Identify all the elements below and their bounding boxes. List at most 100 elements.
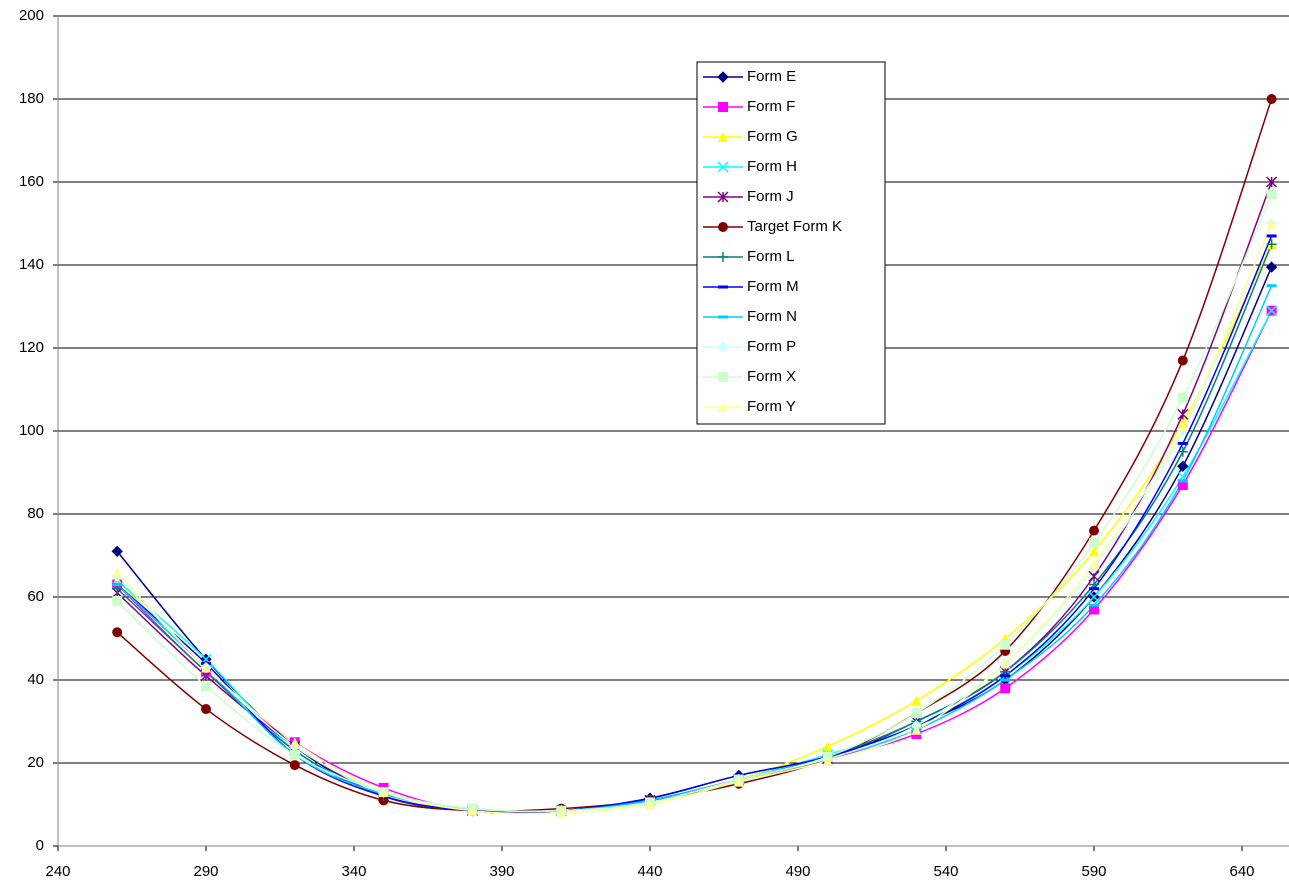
marker [718,402,728,412]
marker [911,724,922,735]
marker [645,799,655,810]
marker [1089,525,1099,536]
marker [718,285,728,289]
marker [718,315,728,319]
marker [1177,355,1188,366]
series-line [116,223,1273,813]
legend-label: Form M [747,278,799,295]
marker [1089,603,1099,607]
marker [718,132,728,142]
series-line [116,223,1273,815]
marker [1177,479,1188,490]
legend-label: Form F [747,98,795,115]
marker [717,341,729,353]
marker [1177,421,1188,432]
marker [556,807,567,818]
marker [1089,546,1099,557]
marker [718,102,728,112]
y-tick-label: 180 [19,90,44,107]
y-tick-label: 20 [27,754,44,771]
marker [717,191,729,203]
marker [822,755,833,766]
marker [112,627,123,638]
x-tick-label: 590 [1081,863,1106,880]
legend-label: Form P [747,338,796,355]
marker [1266,189,1277,200]
marker [112,583,123,587]
marker [1089,558,1099,569]
marker [822,741,833,752]
legend-label: Form Y [747,398,796,415]
legend-label: Form H [747,158,797,175]
marker [1000,683,1011,694]
marker [1089,604,1099,615]
legend-label: Form N [747,308,797,325]
marker [718,222,728,232]
x-tick-label: 540 [933,863,958,880]
marker [1177,479,1188,483]
y-tick-label: 200 [19,7,44,24]
marker [1000,658,1011,669]
marker [1089,538,1099,549]
marker [1177,392,1188,403]
marker [112,567,123,578]
marker [1266,218,1277,229]
marker [289,737,300,748]
marker [1177,460,1189,472]
x-tick-label: 290 [193,863,218,880]
marker [733,776,744,787]
series-line [116,243,1273,814]
marker [1177,441,1188,445]
legend-box [696,61,886,425]
marker [111,545,123,558]
marker [1177,408,1189,420]
marker [718,252,728,262]
marker [717,71,729,83]
marker [201,662,211,673]
y-tick-label: 140 [19,256,44,273]
marker [289,749,300,760]
series-line [116,98,1273,812]
marker [1000,639,1011,650]
marker [1000,678,1011,682]
x-tick-label: 240 [45,863,70,880]
marker [1266,234,1277,238]
marker [1266,176,1278,188]
y-tick-label: 0 [36,837,44,854]
marker [201,704,211,715]
series-line [116,285,1273,813]
marker [1177,446,1188,457]
marker [911,695,922,706]
marker [1266,239,1277,250]
series-line [116,181,1273,814]
x-tick-label: 490 [785,863,810,880]
marker [1266,305,1278,317]
y-tick-label: 80 [27,505,44,522]
marker [378,787,389,798]
marker [1088,591,1100,603]
marker [1000,674,1011,678]
marker [1265,261,1278,273]
legend-label: Form X [747,368,796,385]
marker [112,596,123,607]
marker [467,805,478,816]
marker [1089,587,1099,591]
legend-label: Form E [747,68,796,85]
legend-label: Form J [747,188,794,205]
x-tick-label: 340 [341,863,366,880]
legend-label: Form G [747,128,798,145]
y-tick-label: 100 [19,422,44,439]
marker [289,760,300,771]
legend-label: Target Form K [747,218,842,235]
plot-area [111,94,1278,818]
y-tick-label: 160 [19,173,44,190]
y-tick-label: 120 [19,339,44,356]
legend-label: Form L [747,248,795,265]
x-tick-label: 390 [489,863,514,880]
y-tick-label: 40 [27,671,44,688]
marker [911,708,922,719]
x-tick-label: 440 [637,863,662,880]
series-line [116,194,1273,813]
x-tick-label: 640 [1229,863,1254,880]
marker [718,372,728,382]
